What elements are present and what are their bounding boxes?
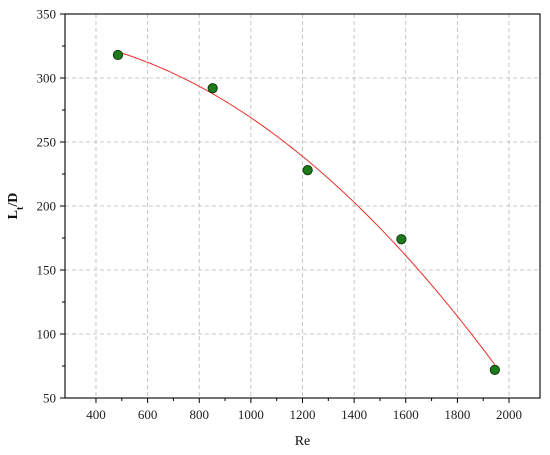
plot-frame <box>64 13 541 399</box>
x-axis-title: Re <box>295 434 311 449</box>
axis-ticks: 400 600 800 1000 1200 1400 1600 1800 2000 50 100 15… <box>37 7 523 423</box>
y-tick-label-350: 350 <box>37 7 57 22</box>
y-tick-label-200: 200 <box>37 199 57 214</box>
y-axis-title-subscript: t <box>15 206 26 210</box>
data-point-5 <box>489 364 500 375</box>
y-tick-label-150: 150 <box>37 263 57 278</box>
y-axis-title-tail: /D <box>6 193 21 208</box>
x-tick-label-1600: 1600 <box>393 407 419 422</box>
data-point-2 <box>207 83 218 94</box>
x-tick-label-1400: 1400 <box>341 407 367 422</box>
x-tick-label-1200: 1200 <box>290 407 316 422</box>
y-axis-title-main: L <box>6 210 21 219</box>
data-point-4 <box>396 234 407 245</box>
y-tick-label-300: 300 <box>37 71 57 86</box>
x-tick-label-2000: 2000 <box>496 407 522 422</box>
data-points <box>112 49 500 375</box>
y-axis-title: Lt/D <box>6 193 26 220</box>
x-tick-label-1000: 1000 <box>238 407 264 422</box>
y-tick-label-50: 50 <box>43 391 56 406</box>
y-tick-label-250: 250 <box>37 135 57 150</box>
fit-curve <box>117 51 496 366</box>
grid <box>65 14 540 398</box>
y-tick-label-100: 100 <box>37 327 57 342</box>
data-point-3 <box>302 165 313 176</box>
x-tick-label-1800: 1800 <box>444 407 470 422</box>
x-tick-label-400: 400 <box>86 407 106 422</box>
x-tick-label-600: 600 <box>138 407 158 422</box>
data-point-1 <box>112 49 124 61</box>
x-tick-label-800: 800 <box>189 407 209 422</box>
